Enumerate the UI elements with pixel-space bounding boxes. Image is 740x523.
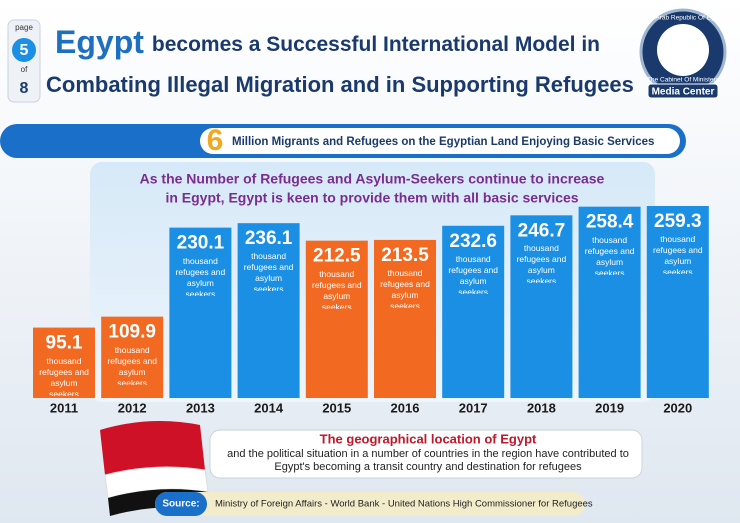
value-label: 258.4 xyxy=(586,212,634,233)
unit-label: thousand refugees and asylum seekers xyxy=(584,234,635,275)
bar xyxy=(33,327,95,398)
x-tick-label: 2012 xyxy=(118,400,147,415)
value-label: 232.6 xyxy=(449,231,497,252)
x-tick-label: 2013 xyxy=(186,400,215,415)
unit-label: thousand refugees and asylum seekers xyxy=(516,243,567,284)
x-tick-label: 2015 xyxy=(322,400,351,415)
logo-inner xyxy=(657,24,709,76)
bar xyxy=(101,316,164,398)
unit-label-box: thousand refugees and asylum seekers xyxy=(107,344,157,385)
unit-label-box: thousand refugees and asylum seekers xyxy=(584,234,635,275)
banner-inner xyxy=(200,128,680,154)
info-text-box: and the political situation in a number … xyxy=(227,448,629,473)
unit-label: thousand refugees and asylum seekers xyxy=(175,255,226,296)
banner-text: Million Migrants and Refugees on the Egy… xyxy=(232,136,654,148)
of-word: of xyxy=(21,65,28,74)
value-label: 246.7 xyxy=(518,220,566,241)
bar xyxy=(646,206,709,398)
unit-label-box: thousand refugees and asylum seekers xyxy=(380,267,430,308)
x-tick-label: 2014 xyxy=(254,400,284,415)
bar xyxy=(510,215,573,398)
value-label: 95.1 xyxy=(46,333,83,354)
banner-number: 6 xyxy=(207,124,224,157)
logo-bottom: The Cabinet Of Ministers xyxy=(647,77,720,84)
unit-label: thousand refugees and asylum seekers xyxy=(311,268,362,309)
logo-label-box xyxy=(647,83,719,99)
page-number: 5 xyxy=(20,42,29,59)
unit-label-box: thousand refugees and asylum seekers xyxy=(175,255,226,296)
source-label-box xyxy=(155,492,207,516)
source-text: Ministry of Foreign Affairs - World Bank… xyxy=(215,499,593,510)
value-label: 109.9 xyxy=(108,322,156,343)
bar xyxy=(578,206,641,398)
chart-subtitle: As the Number of Refugees and Asylum-See… xyxy=(140,171,605,187)
unit-label: thousand refugees and asylum seekers xyxy=(107,344,157,385)
bar xyxy=(237,223,300,398)
source-label: Source: xyxy=(162,499,199,510)
value-label: 259.3 xyxy=(654,211,702,232)
chart: As the Number of Refugees and Asylum-See… xyxy=(33,171,709,415)
x-tick-label: 2019 xyxy=(595,400,624,415)
bar xyxy=(374,239,436,398)
info-text: and the political situation in a number … xyxy=(227,448,629,473)
unit-label: thousand refugees and asylum seekers xyxy=(652,234,703,274)
x-tick-label: 2018 xyxy=(527,400,556,415)
bar xyxy=(169,227,232,398)
unit-label: thousand refugees and asylum seekers xyxy=(243,251,294,292)
source-bar xyxy=(155,492,585,516)
value-label: 213.5 xyxy=(381,245,429,266)
bar xyxy=(305,240,368,398)
unit-label-box: thousand refugees and asylum seekers xyxy=(311,268,362,309)
title-line-2: Combating Illegal Migration and in Suppo… xyxy=(46,72,634,97)
page-word: page xyxy=(15,23,33,32)
page-circle xyxy=(12,38,36,62)
bar xyxy=(442,225,505,398)
info-heading: The geographical location of Egypt xyxy=(320,431,537,446)
unit-label-box: thousand refugees and asylum seekers xyxy=(652,234,703,274)
flag-red xyxy=(100,421,205,475)
unit-label-box: thousand refugees and asylum seekers xyxy=(448,253,498,294)
unit-label: thousand refugees and asylum seekers xyxy=(448,253,498,294)
unit-label: thousand refugees and asylum seekers xyxy=(380,267,430,308)
unit-label-box: thousand refugees and asylum seekers xyxy=(516,243,567,284)
value-label: 236.1 xyxy=(245,228,293,249)
x-tick-label: 2020 xyxy=(663,400,692,415)
page-total: 8 xyxy=(20,80,29,97)
unit-label-box: thousand refugees and asylum seekers xyxy=(243,251,294,292)
title-line-1: Egypt becomes a Successful International … xyxy=(55,24,600,60)
value-label: 230.1 xyxy=(177,233,225,254)
value-label: 212.5 xyxy=(313,246,361,267)
x-tick-label: 2011 xyxy=(50,400,78,415)
unit-label-box: thousand refugees and asylum seekers xyxy=(39,355,89,396)
unit-label: thousand refugees and asylum seekers xyxy=(39,355,89,396)
logo-top: The Arab Republic Of Egypt xyxy=(643,15,724,22)
chart-subtitle: in Egypt, Egypt is keen to provide them … xyxy=(165,190,578,206)
logo-label: Media Center xyxy=(652,87,715,98)
x-tick-label: 2016 xyxy=(391,400,420,415)
x-tick-label: 2017 xyxy=(459,400,488,415)
info-box xyxy=(209,429,643,479)
